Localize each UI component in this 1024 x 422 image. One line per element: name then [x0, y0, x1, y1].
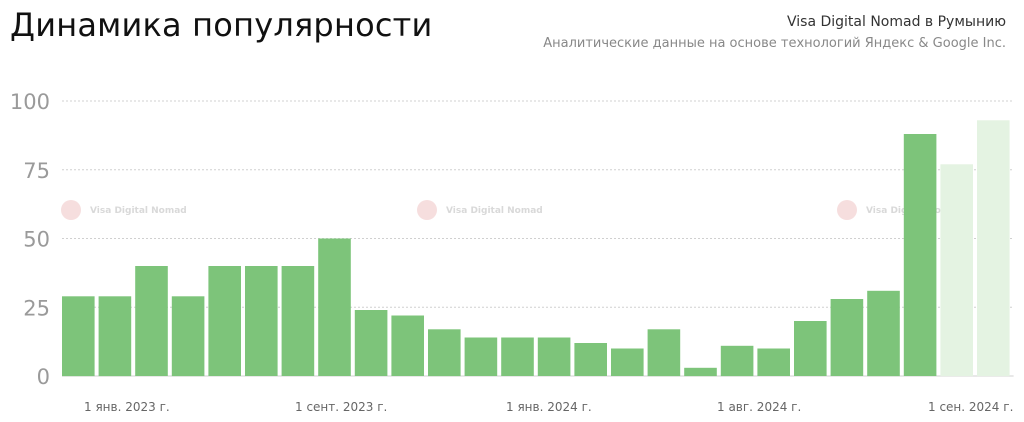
watermark-icon: [837, 200, 857, 220]
bar[interactable]: [647, 329, 681, 377]
x-tick-label: 1 янв. 2024 г.: [506, 400, 592, 414]
bar[interactable]: [354, 310, 388, 376]
x-tick-label: 1 сент. 2023 г.: [295, 400, 387, 414]
bar-forecast[interactable]: [940, 164, 973, 377]
bar[interactable]: [62, 296, 95, 377]
bar[interactable]: [391, 315, 424, 377]
y-tick-label: 25: [23, 296, 50, 320]
bars: [62, 120, 1010, 377]
bar[interactable]: [501, 337, 534, 377]
watermark-icon: [61, 200, 81, 220]
y-axis: 0 25 50 75 100: [10, 90, 50, 389]
bar[interactable]: [830, 299, 864, 376]
chart-title: Динамика популярности: [10, 6, 433, 44]
bar[interactable]: [684, 367, 717, 377]
y-tick-label: 50: [23, 228, 50, 252]
watermark-text: Visa Digital Nomad: [446, 206, 543, 216]
data-source-note: Аналитические данные на основе технологи…: [543, 36, 1006, 51]
watermark-logo: Visa Digital Nomad: [61, 200, 187, 220]
bar[interactable]: [757, 348, 790, 377]
x-tick-label: 1 янв. 2023 г.: [84, 400, 170, 414]
bar[interactable]: [867, 290, 900, 377]
bar[interactable]: [171, 296, 205, 377]
bar[interactable]: [98, 296, 132, 377]
bar[interactable]: [208, 266, 241, 376]
y-tick-label: 75: [23, 159, 50, 183]
bar[interactable]: [135, 266, 168, 376]
x-axis: 1 янв. 2023 г. 1 сент. 2023 г. 1 янв. 2024…: [84, 400, 1013, 414]
bar[interactable]: [245, 266, 278, 376]
y-tick-label: 0: [37, 365, 50, 389]
bar[interactable]: [428, 329, 461, 377]
bar[interactable]: [794, 321, 827, 376]
bar-forecast[interactable]: [977, 120, 1010, 377]
bar[interactable]: [720, 345, 754, 377]
y-tick-label: 100: [10, 90, 50, 114]
bar[interactable]: [903, 134, 937, 376]
x-tick-label: 1 сен. 2024 г.: [928, 400, 1013, 414]
x-tick-label: 1 авг. 2024 г.: [717, 400, 801, 414]
watermark-icon: [417, 200, 437, 220]
bar[interactable]: [281, 266, 315, 376]
bar[interactable]: [574, 343, 607, 376]
watermark-logo: Visa Digital Nomad: [417, 200, 543, 220]
watermarks: Visa Digital Nomad Visa Digital Nomad Visa…: [61, 200, 963, 220]
chart-subtitle: Visa Digital Nomad в Румынию: [786, 14, 1006, 30]
bar[interactable]: [318, 238, 351, 377]
bar[interactable]: [464, 337, 498, 377]
watermark-text: Visa Digital Nomad: [90, 206, 187, 216]
bar[interactable]: [537, 337, 571, 377]
bar[interactable]: [611, 348, 644, 377]
